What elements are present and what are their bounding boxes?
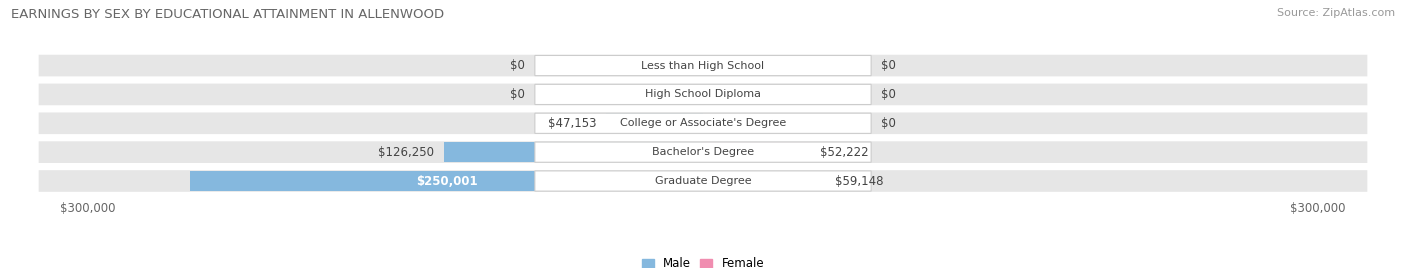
FancyBboxPatch shape	[38, 113, 1368, 134]
FancyBboxPatch shape	[534, 55, 872, 76]
Text: $0: $0	[510, 88, 524, 101]
FancyBboxPatch shape	[38, 141, 1368, 163]
Text: Source: ZipAtlas.com: Source: ZipAtlas.com	[1277, 8, 1395, 18]
Text: Graduate Degree: Graduate Degree	[655, 176, 751, 186]
FancyBboxPatch shape	[38, 55, 1368, 76]
FancyBboxPatch shape	[38, 84, 1368, 105]
FancyBboxPatch shape	[534, 142, 872, 162]
Text: High School Diploma: High School Diploma	[645, 90, 761, 99]
Bar	[444, 142, 703, 162]
Legend: Male, Female: Male, Female	[641, 258, 765, 268]
Text: College or Associate's Degree: College or Associate's Degree	[620, 118, 786, 128]
Text: EARNINGS BY SEX BY EDUCATIONAL ATTAINMENT IN ALLENWOOD: EARNINGS BY SEX BY EDUCATIONAL ATTAINMEN…	[11, 8, 444, 21]
Bar	[703, 171, 824, 191]
Text: $47,153: $47,153	[547, 117, 596, 130]
Text: $0: $0	[882, 117, 896, 130]
FancyBboxPatch shape	[534, 113, 872, 133]
Text: $52,222: $52,222	[820, 146, 869, 159]
FancyBboxPatch shape	[534, 171, 872, 191]
FancyBboxPatch shape	[534, 84, 872, 105]
Bar	[703, 142, 810, 162]
Bar	[606, 113, 703, 133]
Bar	[190, 171, 703, 191]
Text: $0: $0	[510, 59, 524, 72]
Text: $0: $0	[882, 59, 896, 72]
Text: Less than High School: Less than High School	[641, 61, 765, 70]
FancyBboxPatch shape	[38, 170, 1368, 192]
Text: Bachelor's Degree: Bachelor's Degree	[652, 147, 754, 157]
Text: $59,148: $59,148	[835, 174, 883, 188]
Text: $250,001: $250,001	[416, 174, 478, 188]
Text: $0: $0	[882, 88, 896, 101]
Text: $126,250: $126,250	[378, 146, 434, 159]
